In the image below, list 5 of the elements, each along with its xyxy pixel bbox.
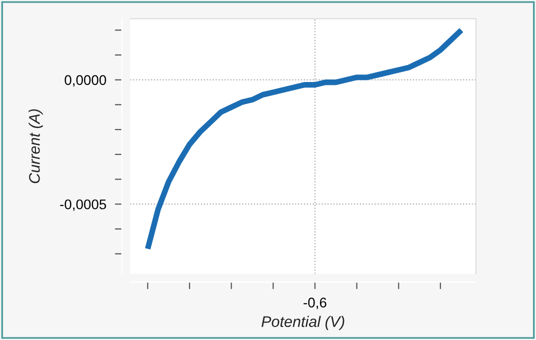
y-tick-label: 0,0000 xyxy=(64,75,106,87)
y-axis-title: Current (A) xyxy=(28,109,43,184)
x-axis-title: Potential (V) xyxy=(262,316,344,330)
x-tick-label: -0,6 xyxy=(304,298,326,310)
y-tick-label: -0,0005 xyxy=(60,199,106,211)
